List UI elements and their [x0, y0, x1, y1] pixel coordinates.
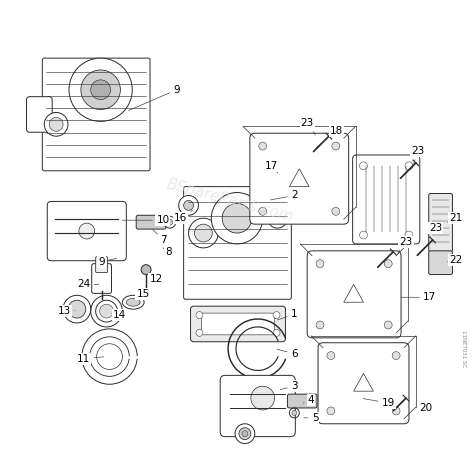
Circle shape [259, 207, 267, 215]
Circle shape [196, 329, 203, 337]
FancyBboxPatch shape [191, 306, 285, 342]
Text: 11: 11 [77, 354, 104, 364]
Circle shape [194, 224, 212, 242]
Circle shape [405, 162, 413, 170]
Circle shape [360, 162, 367, 170]
Text: 12: 12 [149, 274, 163, 284]
FancyBboxPatch shape [42, 58, 150, 171]
Circle shape [183, 201, 193, 210]
Text: BSpareParts.com: BSpareParts.com [165, 176, 295, 225]
Circle shape [332, 142, 340, 150]
Circle shape [384, 321, 392, 329]
Text: 18: 18 [316, 126, 344, 147]
Ellipse shape [126, 298, 140, 306]
Circle shape [327, 407, 335, 415]
Text: 21: 21 [447, 213, 462, 223]
Text: 7: 7 [153, 230, 167, 245]
Circle shape [91, 80, 110, 100]
Text: 9: 9 [129, 85, 180, 110]
FancyBboxPatch shape [96, 257, 108, 273]
FancyBboxPatch shape [27, 97, 52, 132]
FancyBboxPatch shape [220, 375, 295, 437]
Text: 19: 19 [363, 398, 395, 408]
Circle shape [222, 203, 252, 233]
FancyBboxPatch shape [47, 201, 126, 261]
Circle shape [239, 428, 251, 439]
Circle shape [211, 192, 263, 244]
FancyBboxPatch shape [136, 215, 166, 229]
Circle shape [242, 431, 248, 437]
Circle shape [49, 118, 63, 131]
Text: 4: 4 [303, 395, 314, 405]
Circle shape [268, 209, 287, 228]
Text: 14: 14 [111, 310, 126, 320]
Ellipse shape [122, 295, 144, 309]
Circle shape [167, 219, 173, 225]
Text: 17: 17 [401, 292, 437, 302]
Circle shape [141, 264, 151, 274]
Text: 5: 5 [304, 413, 319, 423]
Circle shape [316, 260, 324, 268]
Circle shape [405, 231, 413, 239]
Text: 2: 2 [270, 191, 298, 201]
Circle shape [332, 207, 340, 215]
Text: 8: 8 [163, 247, 172, 257]
Circle shape [179, 195, 199, 215]
FancyBboxPatch shape [201, 313, 274, 335]
Text: 24: 24 [77, 280, 99, 290]
Text: 15: 15 [137, 289, 150, 304]
Text: 23: 23 [411, 146, 425, 163]
Circle shape [259, 142, 267, 150]
Text: 22: 22 [447, 255, 462, 265]
Text: 11NET031 SC: 11NET031 SC [461, 330, 466, 367]
Circle shape [292, 410, 297, 415]
Circle shape [273, 329, 280, 337]
FancyBboxPatch shape [183, 187, 292, 299]
Circle shape [189, 218, 218, 248]
Text: 6: 6 [277, 348, 298, 359]
Circle shape [44, 112, 68, 136]
Circle shape [235, 424, 255, 444]
Circle shape [79, 223, 95, 239]
FancyBboxPatch shape [353, 155, 420, 244]
FancyBboxPatch shape [92, 264, 111, 293]
Text: 23: 23 [398, 237, 413, 254]
FancyBboxPatch shape [287, 394, 317, 408]
Circle shape [68, 300, 86, 318]
Text: 23: 23 [429, 223, 442, 237]
Circle shape [81, 70, 120, 109]
Circle shape [273, 311, 280, 319]
Circle shape [251, 386, 274, 410]
Circle shape [327, 352, 335, 360]
Text: 9: 9 [98, 257, 117, 267]
FancyBboxPatch shape [428, 251, 453, 274]
Circle shape [384, 260, 392, 268]
Circle shape [316, 321, 324, 329]
Text: 1: 1 [277, 309, 298, 320]
FancyBboxPatch shape [250, 133, 349, 224]
Circle shape [392, 352, 400, 360]
Text: 20: 20 [416, 403, 432, 413]
Text: 3: 3 [280, 381, 298, 391]
FancyBboxPatch shape [428, 193, 453, 252]
Circle shape [69, 58, 132, 121]
Circle shape [360, 231, 367, 239]
Text: 23: 23 [301, 118, 315, 135]
Circle shape [196, 311, 203, 319]
Text: 16: 16 [174, 210, 192, 223]
FancyBboxPatch shape [318, 343, 409, 424]
Text: 13: 13 [57, 306, 75, 316]
Text: 17: 17 [265, 161, 278, 173]
Circle shape [100, 304, 113, 318]
Circle shape [392, 407, 400, 415]
FancyBboxPatch shape [307, 251, 401, 338]
Text: 10: 10 [122, 215, 169, 225]
